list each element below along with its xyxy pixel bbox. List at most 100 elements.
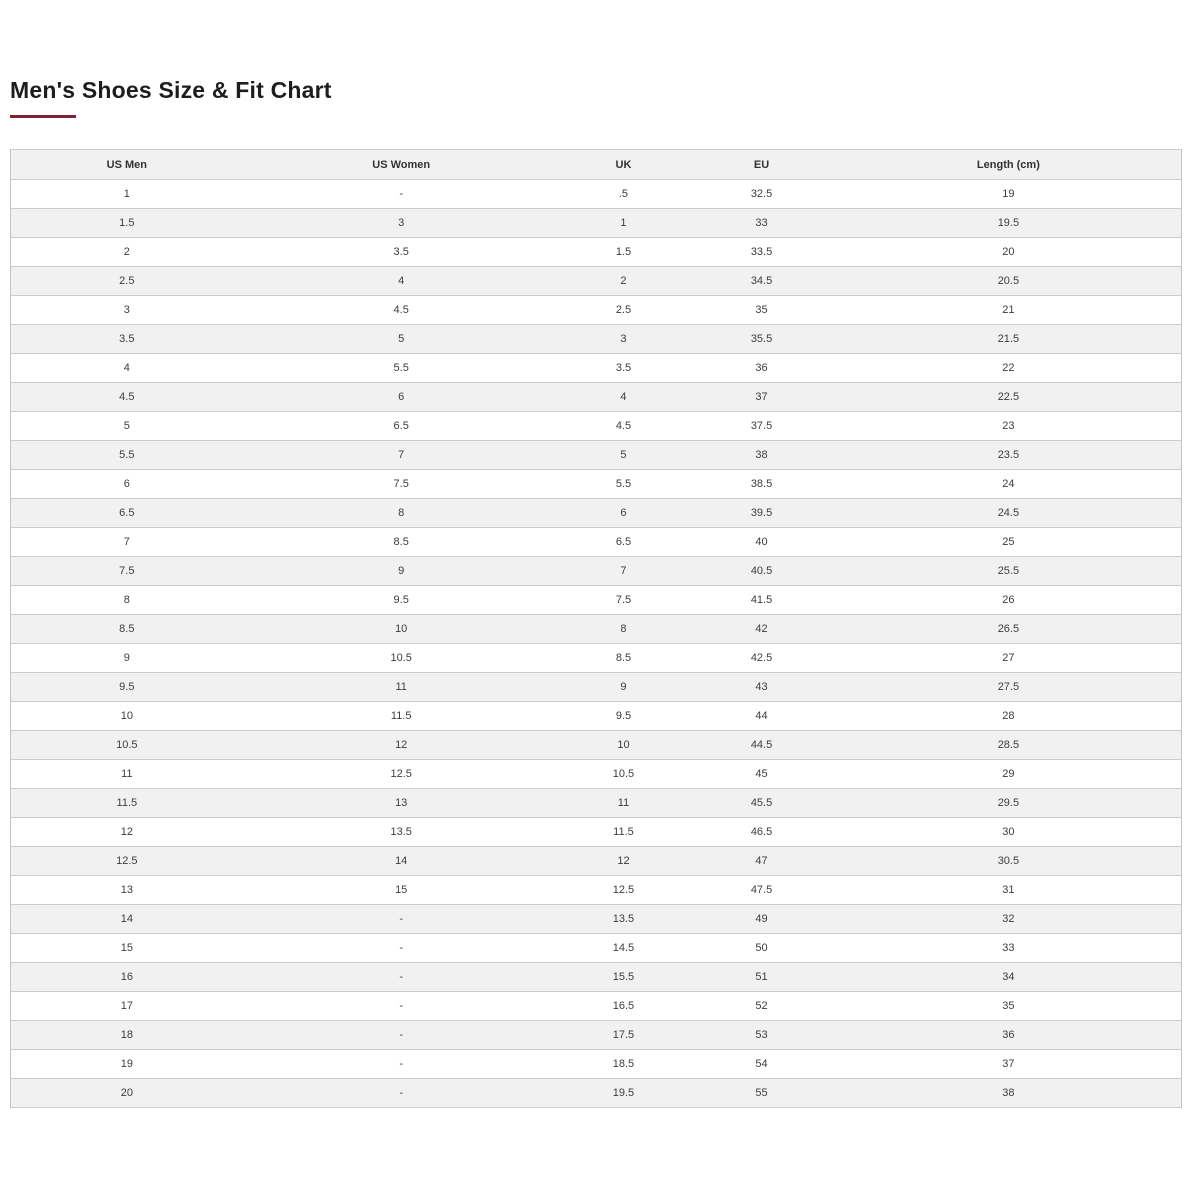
table-cell: 10 [242,614,560,644]
table-row: 19-18.5 54 37 [10,1049,1182,1079]
table-cell: 8.5 [10,614,243,644]
table-cell: 42 [687,614,836,644]
table-cell: 53 [687,1020,836,1050]
table-cell: 4.5 [10,382,243,412]
table-cell: 28 [835,701,1182,731]
table-cell: 40.5 [687,556,836,586]
table-cell: - [242,1020,560,1050]
table-cell: 44.5 [687,730,836,760]
table-row: 8 9.5 7.5 41.5 26 [10,585,1182,615]
table-row: 4.5 6 4 37 22.5 [10,382,1182,412]
table-cell: 16.5 [559,991,688,1021]
page-title: Men's Shoes Size & Fit Chart [10,77,332,103]
table-cell: 51 [687,962,836,992]
table-cell: - [242,962,560,992]
table-cell: 25 [835,527,1182,557]
table-cell: 27 [835,643,1182,673]
size-chart-table: US Men US Women UK EU Length (cm) 1- .5 32.5 19… [10,149,1182,1108]
table-cell: 8 [242,498,560,528]
table-cell: 26.5 [835,614,1182,644]
table-cell: 41.5 [687,585,836,615]
table-cell: 12.5 [242,759,560,789]
table-row: 7.5 9 7 40.5 25.5 [10,556,1182,586]
table-cell: - [242,1049,560,1079]
table-cell: 26 [835,585,1182,615]
table-row: 14-13.5 49 32 [10,904,1182,934]
table-row: 8.5 10 8 42 26.5 [10,614,1182,644]
table-cell: 3.5 [559,353,688,383]
table-cell: 49 [687,904,836,934]
table-cell: - [242,1078,560,1108]
table-cell: 38 [835,1078,1182,1108]
table-cell: 28.5 [835,730,1182,760]
table-cell: 14.5 [559,933,688,963]
table-cell: 2.5 [10,266,243,296]
table-cell: 14 [10,904,243,934]
table-cell: 24.5 [835,498,1182,528]
table-cell: 6.5 [242,411,560,441]
table-cell: 37.5 [687,411,836,441]
table-cell: - [242,991,560,1021]
table-cell: 6.5 [559,527,688,557]
table-cell: 34.5 [687,266,836,296]
table-cell: 1.5 [559,237,688,267]
table-cell: 8.5 [242,527,560,557]
table-cell: 5.5 [242,353,560,383]
column-header: EU [687,149,836,180]
table-cell: 33 [687,208,836,238]
table-cell: 12 [559,846,688,876]
table-cell: 19 [10,1049,243,1079]
table-cell: 22.5 [835,382,1182,412]
table-row: 1- .5 32.5 19 [10,179,1182,209]
table-row: 5.5 7 5 38 23.5 [10,440,1182,470]
table-row: 11.5 13 11 45.5 29.5 [10,788,1182,818]
table-cell: 42.5 [687,643,836,673]
table-cell: 15.5 [559,962,688,992]
table-header: US Men US Women UK EU Length (cm) [10,149,1182,180]
table-row: 10 11.5 9.5 44 28 [10,701,1182,731]
table-cell: 30.5 [835,846,1182,876]
table-cell: 46.5 [687,817,836,847]
table-cell: 1.5 [10,208,243,238]
table-row: 18-17.5 53 36 [10,1020,1182,1050]
table-cell: 32.5 [687,179,836,209]
table-cell: 8 [10,585,243,615]
table-row: 9 10.5 8.5 42.5 27 [10,643,1182,673]
table-cell: 31 [835,875,1182,905]
table-cell: 21 [835,295,1182,325]
table-row: 1.5 3 1 33 19.5 [10,208,1182,238]
table-cell: 7 [10,527,243,557]
table-cell: 11.5 [559,817,688,847]
table-cell: 21.5 [835,324,1182,354]
table-cell: 3 [242,208,560,238]
table-cell: 4 [10,353,243,383]
table-cell: 12.5 [10,846,243,876]
table-cell: 2 [10,237,243,267]
table-cell: 4.5 [242,295,560,325]
table-cell: 38 [687,440,836,470]
table-row: 17-16.5 52 35 [10,991,1182,1021]
table-cell: 20.5 [835,266,1182,296]
table-row: 4 5.5 3.5 36 22 [10,353,1182,383]
table-cell: 5 [559,440,688,470]
table-cell: 23.5 [835,440,1182,470]
table-row: 13 15 12.5 47.5 31 [10,875,1182,905]
table-cell: 35.5 [687,324,836,354]
table-row: 3 4.5 2.5 35 21 [10,295,1182,325]
table-cell: 11.5 [10,788,243,818]
table-row: 2.5 4 2 34.5 20.5 [10,266,1182,296]
table-cell: 22 [835,353,1182,383]
table-cell: 38.5 [687,469,836,499]
table-cell: 3.5 [242,237,560,267]
table-cell: 18 [10,1020,243,1050]
table-cell: 9.5 [242,585,560,615]
table-row: 12.5 14 12 47 30.5 [10,846,1182,876]
table-cell: 9.5 [559,701,688,731]
table-cell: 27.5 [835,672,1182,702]
table-cell: 45.5 [687,788,836,818]
table-cell: 7 [559,556,688,586]
table-cell: - [242,904,560,934]
table-row: 3.5 5 3 35.5 21.5 [10,324,1182,354]
table-cell: 13.5 [559,904,688,934]
table-cell: .5 [559,179,688,209]
